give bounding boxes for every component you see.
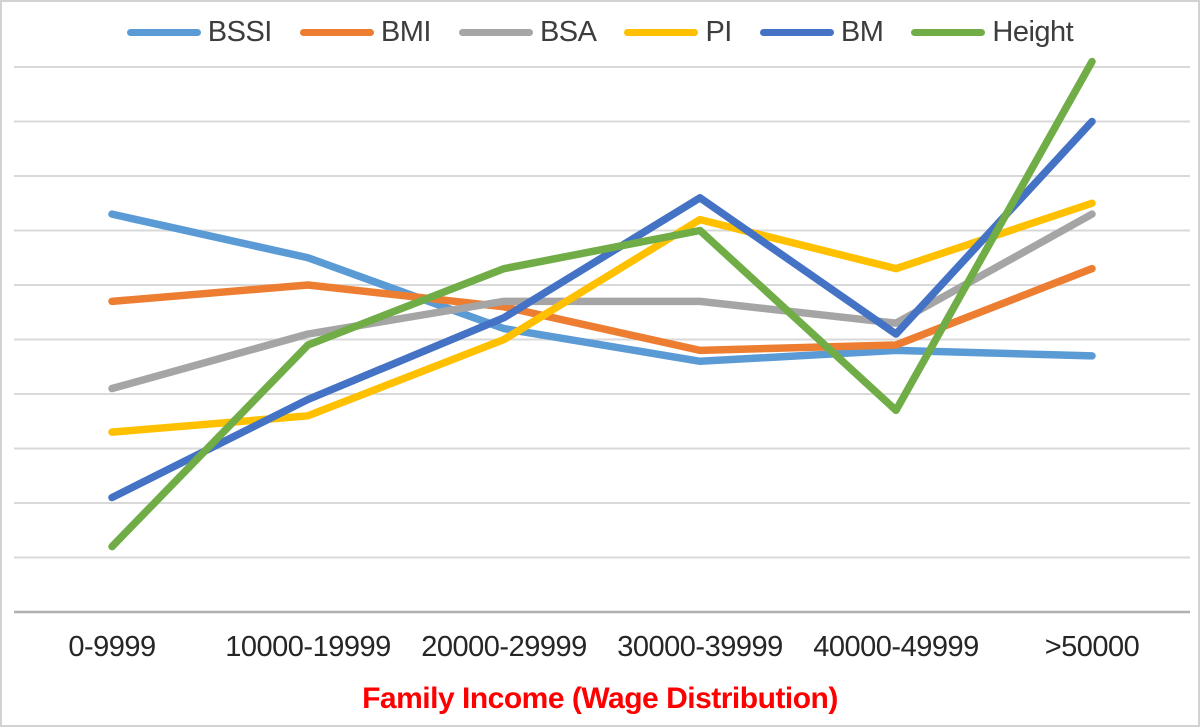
legend-swatch-PI xyxy=(624,29,699,36)
legend-item-Height: Height xyxy=(911,16,1074,48)
x-tick-label: >50000 xyxy=(1044,631,1140,663)
legend-item-BSSI: BSSI xyxy=(126,16,273,48)
series-line-BSA xyxy=(108,210,1096,393)
legend-swatch-BSSI xyxy=(126,29,201,36)
series-line-BM xyxy=(108,117,1096,502)
legend-label: PI xyxy=(705,16,732,48)
x-tick-label: 0-9999 xyxy=(68,631,156,663)
legend-swatch-BSA xyxy=(458,29,533,36)
legend-label: BM xyxy=(840,16,884,48)
legend-item-BM: BM xyxy=(759,16,884,48)
x-axis-tick-labels: 0-9999 10000-19999 20000-29999 30000-39999 4… xyxy=(2,631,1198,673)
x-tick-label: 20000-29999 xyxy=(421,631,587,663)
legend-item-BMI: BMI xyxy=(299,16,432,48)
legend-label: BMI xyxy=(380,16,432,48)
legend-label: Height xyxy=(992,16,1074,48)
x-tick-label: 10000-19999 xyxy=(225,631,391,663)
legend-swatch-BMI xyxy=(299,29,374,36)
series-line-Height xyxy=(108,57,1096,551)
chart-legend: BSSI BMI BSA PI BM Height xyxy=(2,18,1198,47)
x-axis-title: Family Income (Wage Distribution) xyxy=(362,682,838,715)
legend-swatch-BM xyxy=(759,29,834,36)
legend-label: BSSI xyxy=(207,16,273,48)
legend-label: BSA xyxy=(539,16,597,48)
x-tick-label: 30000-39999 xyxy=(617,631,783,663)
series-line-BMI xyxy=(108,264,1096,355)
legend-item-BSA: BSA xyxy=(458,16,597,48)
legend-item-PI: PI xyxy=(624,16,732,48)
x-tick-label: 40000-49999 xyxy=(813,631,979,663)
legend-swatch-Height xyxy=(911,29,986,36)
